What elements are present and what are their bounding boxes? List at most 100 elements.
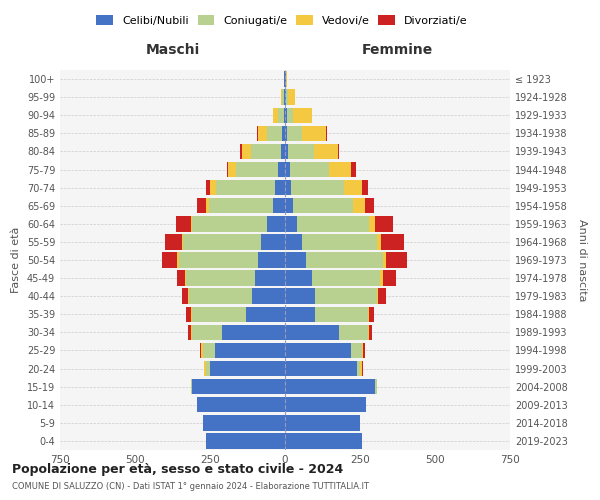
Bar <box>285 108 287 123</box>
Bar <box>177 270 185 286</box>
Bar <box>285 434 361 448</box>
Bar <box>227 162 228 177</box>
Bar <box>312 270 380 286</box>
Bar <box>251 144 281 159</box>
Bar <box>288 144 314 159</box>
Bar <box>192 306 246 322</box>
Bar <box>315 306 367 322</box>
Bar <box>380 270 383 286</box>
Bar <box>228 162 235 177</box>
Bar <box>306 252 383 268</box>
Bar <box>386 252 407 268</box>
Bar <box>216 180 275 196</box>
Bar <box>199 343 201 358</box>
Bar <box>186 306 191 322</box>
Bar <box>267 216 285 232</box>
Bar <box>325 126 327 141</box>
Bar <box>240 144 241 159</box>
Bar <box>191 324 192 340</box>
Bar <box>189 288 252 304</box>
Bar <box>285 343 351 358</box>
Bar <box>282 126 285 141</box>
Bar <box>369 324 372 340</box>
Bar <box>361 180 367 196</box>
Bar <box>357 361 360 376</box>
Bar <box>369 306 373 322</box>
Bar <box>197 198 205 214</box>
Bar <box>286 72 287 86</box>
Bar <box>209 198 273 214</box>
Bar <box>191 379 192 394</box>
Bar <box>241 144 251 159</box>
Bar <box>363 343 365 358</box>
Bar <box>258 252 285 268</box>
Bar <box>210 180 216 196</box>
Bar <box>285 162 290 177</box>
Bar <box>360 361 361 376</box>
Legend: Celibi/Nubili, Coniugati/e, Vedovi/e, Divorziati/e: Celibi/Nubili, Coniugati/e, Vedovi/e, Di… <box>92 10 472 30</box>
Bar <box>285 324 339 340</box>
Bar <box>197 397 285 412</box>
Bar <box>185 270 186 286</box>
Bar <box>261 234 285 250</box>
Bar <box>367 324 369 340</box>
Bar <box>277 162 285 177</box>
Bar <box>285 252 306 268</box>
Bar <box>285 379 375 394</box>
Bar <box>285 415 360 430</box>
Bar <box>381 234 404 250</box>
Bar <box>281 90 283 105</box>
Bar <box>281 144 285 159</box>
Bar <box>351 162 355 177</box>
Bar <box>203 343 215 358</box>
Bar <box>285 288 315 304</box>
Bar <box>179 252 258 268</box>
Bar <box>286 90 288 105</box>
Bar <box>375 216 393 232</box>
Bar <box>287 126 302 141</box>
Bar <box>203 415 285 430</box>
Bar <box>255 270 285 286</box>
Bar <box>177 252 179 268</box>
Bar <box>343 180 361 196</box>
Bar <box>329 162 351 177</box>
Bar <box>204 361 205 376</box>
Bar <box>285 180 291 196</box>
Bar <box>192 216 267 232</box>
Bar <box>246 306 285 322</box>
Bar <box>182 288 187 304</box>
Bar <box>375 379 377 394</box>
Bar <box>258 126 267 141</box>
Bar <box>192 324 222 340</box>
Bar <box>285 270 312 286</box>
Bar <box>284 108 285 123</box>
Bar <box>252 288 285 304</box>
Bar <box>205 361 210 376</box>
Bar <box>176 216 191 232</box>
Bar <box>191 216 192 232</box>
Bar <box>302 234 377 250</box>
Bar <box>315 288 377 304</box>
Y-axis label: Fasce di età: Fasce di età <box>11 227 21 293</box>
Bar <box>293 198 353 214</box>
Bar <box>339 324 367 340</box>
Bar <box>293 108 312 123</box>
Bar <box>285 90 286 105</box>
Bar <box>257 126 258 141</box>
Bar <box>369 216 375 232</box>
Bar <box>162 252 177 268</box>
Bar <box>285 306 315 322</box>
Bar <box>277 108 284 123</box>
Bar <box>267 126 282 141</box>
Bar <box>205 180 210 196</box>
Text: Femmine: Femmine <box>362 44 433 58</box>
Bar <box>284 90 285 105</box>
Bar <box>287 108 293 123</box>
Bar <box>353 198 365 214</box>
Bar <box>314 144 337 159</box>
Bar <box>285 397 366 412</box>
Bar <box>361 343 363 358</box>
Bar <box>192 379 285 394</box>
Bar <box>285 144 288 159</box>
Bar <box>367 306 369 322</box>
